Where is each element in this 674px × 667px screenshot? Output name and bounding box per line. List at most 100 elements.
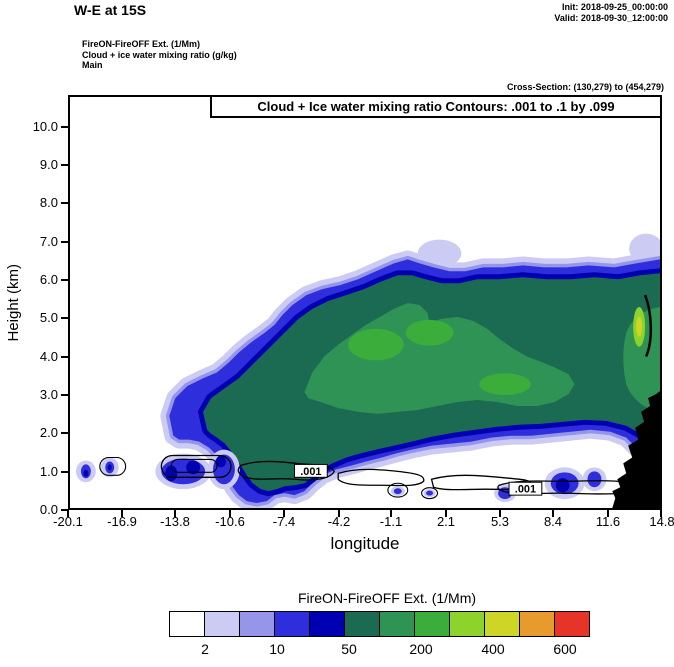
x-tick-mark (390, 510, 392, 517)
contour-line (421, 487, 439, 500)
y-tick-label: 7.0 (39, 234, 58, 249)
valid-time: Valid: 2018-09-30_12:00:00 (554, 13, 668, 23)
x-tick-label: -20.1 (53, 514, 83, 529)
x-tick-label: -16.9 (107, 514, 137, 529)
colorbar-cell (379, 611, 415, 637)
contour-line (237, 460, 335, 481)
colorbar-tick-label: 2 (201, 641, 209, 657)
shallow-blob (555, 478, 570, 493)
cloud-green-core (405, 319, 454, 346)
y-tick-mark (61, 509, 68, 511)
y-tick-mark (61, 241, 68, 243)
y-tick-label: 5.0 (39, 310, 58, 325)
contour-line (160, 454, 232, 478)
colorbar-cell (204, 611, 240, 637)
x-tick-label: -13.8 (160, 514, 190, 529)
x-tick-mark (552, 510, 554, 517)
contour-label: .001 (515, 484, 536, 496)
model-line-1: FireON-FireOFF Ext. (1/Mm) (82, 39, 201, 49)
x-tick-mark (174, 510, 176, 517)
contour-line (337, 468, 425, 487)
x-tick-label: 14.8 (649, 514, 674, 529)
page-title: W-E at 15S (74, 2, 147, 18)
cloud-green-core (479, 373, 531, 396)
y-tick-label: 1.0 (39, 464, 58, 479)
y-tick-mark (61, 279, 68, 281)
y-tick-label: 3.0 (39, 387, 58, 402)
shallow-blob (587, 471, 602, 488)
model-line-2: Cloud + ice water mixing ratio (g/kg) (82, 49, 237, 60)
plot-title: Cloud + Ice water mixing ratio Contours:… (257, 99, 615, 114)
colorbar-cell (169, 611, 205, 637)
y-tick-mark (61, 126, 68, 128)
y-tick-label: 6.0 (39, 272, 58, 287)
y-tick-mark (61, 202, 68, 204)
colorbar-cell (414, 611, 450, 637)
y-tick-label: 9.0 (39, 157, 58, 172)
y-tick-label: 10.0 (32, 119, 58, 134)
model-line-3: Main (82, 60, 103, 70)
colorbar-cell (554, 611, 590, 637)
y-tick-mark (61, 164, 68, 166)
y-tick-label: 4.0 (39, 349, 58, 364)
x-axis-label: longitude (330, 534, 400, 553)
colorbar-cell (274, 611, 310, 637)
shallow-blob (426, 490, 434, 496)
x-tick-mark (283, 510, 285, 517)
x-tick-label: 5.3 (490, 514, 510, 529)
colorbar (169, 611, 590, 637)
colorbar-tick-label: 50 (341, 641, 357, 657)
x-tick-mark (338, 510, 340, 517)
contour-label-box (508, 481, 543, 496)
y-tick-mark (61, 471, 68, 473)
colorbar-tick-label: 10 (269, 641, 285, 657)
plot-title-box: Cloud + Ice water mixing ratio Contours:… (210, 97, 660, 118)
contour-line (387, 482, 409, 498)
shallow-blob (107, 464, 112, 471)
y-tick-mark (61, 432, 68, 434)
shallow-blob (83, 469, 89, 477)
colorbar-tick-label: 600 (553, 641, 577, 657)
shallow-blob (186, 460, 201, 475)
run-times: Init: 2018-09-25_00:00:00 Valid: 2018-09… (554, 2, 668, 24)
y-tick-mark (61, 394, 68, 396)
x-tick-label: -1.1 (379, 514, 403, 529)
x-tick-mark (607, 510, 609, 517)
x-tick-label: -7.4 (272, 514, 296, 529)
x-tick-label: 11.6 (595, 514, 621, 529)
x-tick-mark (229, 510, 231, 517)
terrain-fill (612, 391, 660, 508)
high-value-pocket-core (636, 316, 643, 337)
colorbar-cell (449, 611, 485, 637)
colorbar-cell (239, 611, 275, 637)
x-tick-mark (499, 510, 501, 517)
x-tick-label: -10.6 (215, 514, 245, 529)
model-info: FireON-FireOFF Ext. (1/Mm) Cloud + ice w… (82, 39, 237, 71)
x-tick-label: 8.4 (543, 514, 563, 529)
x-tick-label: -4.2 (327, 514, 351, 529)
colorbar-cell (519, 611, 555, 637)
colorbar-tick-label: 200 (409, 641, 433, 657)
colorbar-tick-label: 400 (481, 641, 505, 657)
y-tick-mark (61, 317, 68, 319)
contour-plot-canvas: .001 .001 (75, 233, 660, 508)
x-tick-label: 2.1 (436, 514, 456, 529)
contour-label-box (293, 463, 328, 478)
y-tick-label: 0.0 (39, 502, 58, 517)
y-tick-mark (61, 356, 68, 358)
init-time: Init: 2018-09-25_00:00:00 (561, 2, 668, 12)
contour-line (99, 456, 127, 476)
colorbar-cell (344, 611, 380, 637)
cloud-green-core (348, 328, 404, 361)
x-tick-mark (660, 510, 662, 517)
shallow-blob (393, 488, 402, 495)
x-tick-mark (121, 510, 123, 517)
colorbar-cell (484, 611, 520, 637)
y-tick-label: 2.0 (39, 425, 58, 440)
contour-line (170, 458, 218, 473)
shallow-blob (216, 455, 226, 468)
x-tick-mark (67, 510, 69, 517)
contour-line (643, 294, 653, 357)
x-tick-mark (445, 510, 447, 517)
